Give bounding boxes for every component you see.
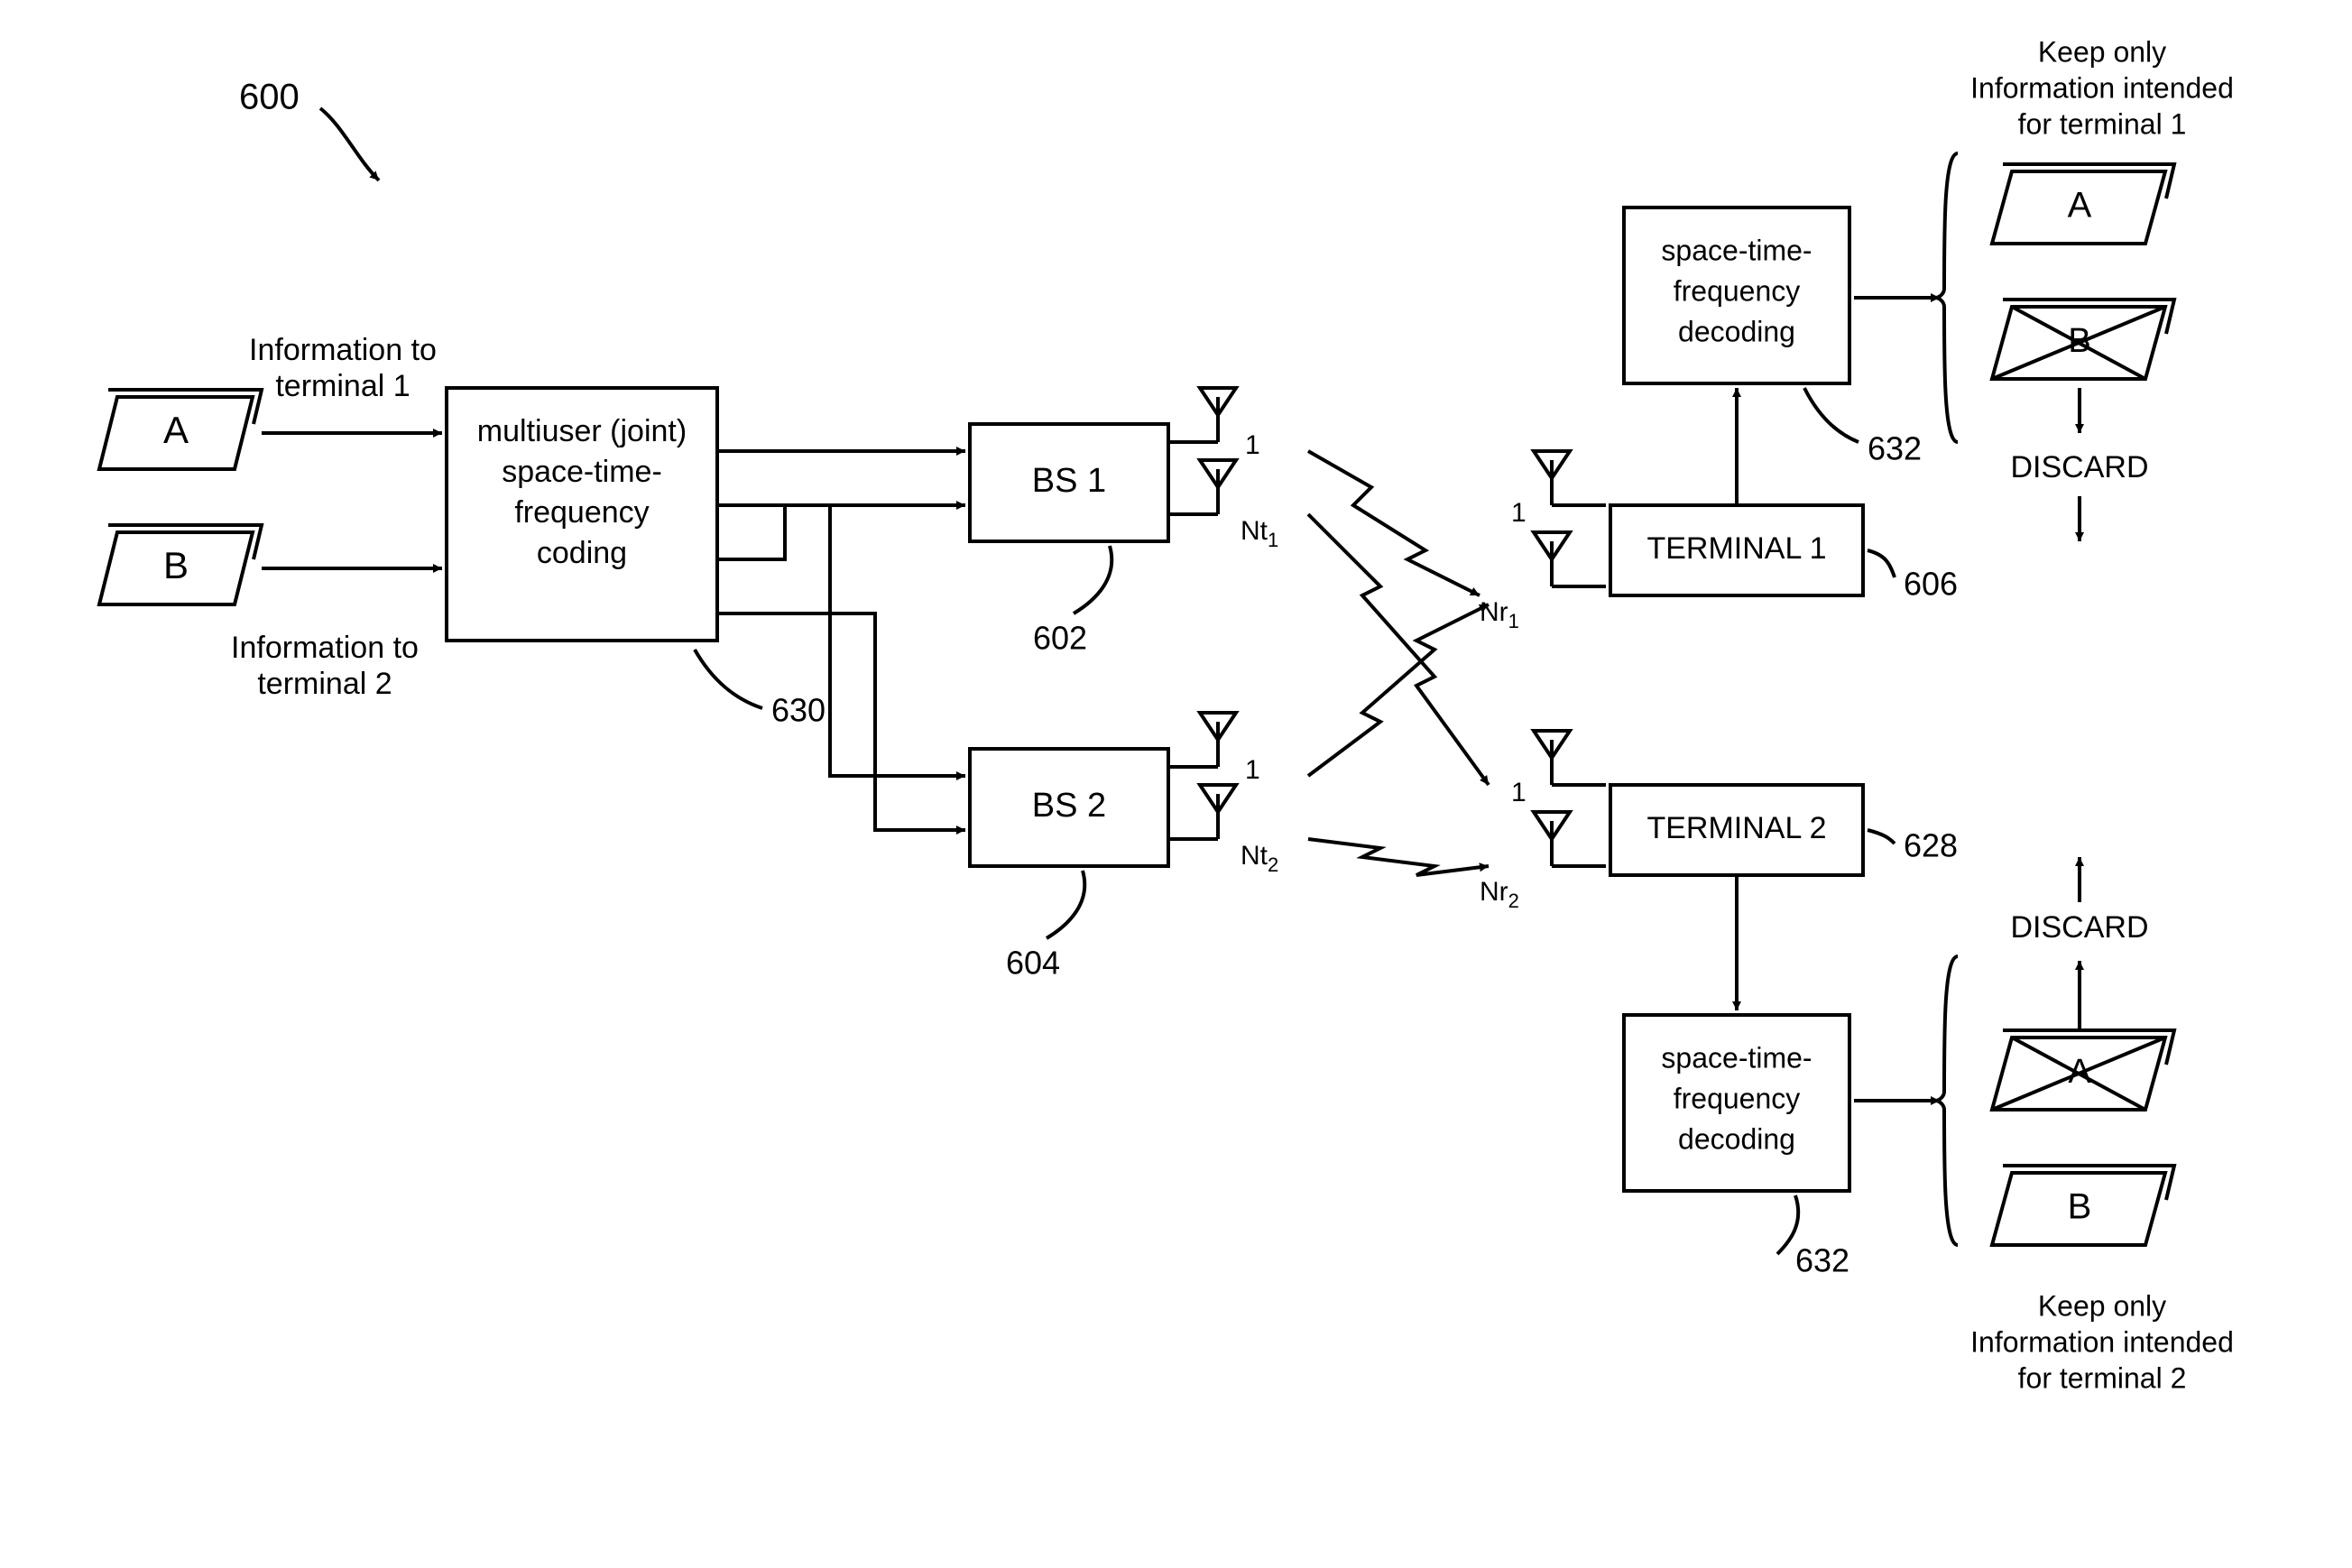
dec2-l1: space-time- xyxy=(1661,1041,1812,1074)
term2-antenna-bottom xyxy=(1534,812,1606,866)
term1-ref: 606 xyxy=(1904,566,1958,603)
bs1-antenna-top xyxy=(1200,388,1236,442)
dec2-l2: frequency xyxy=(1674,1082,1801,1114)
term2-ant-top-label: 1 xyxy=(1511,778,1526,807)
encoder-ref: 630 xyxy=(771,692,826,729)
dec2-l3: decoding xyxy=(1678,1122,1795,1155)
decoder2-box: space-time- frequency decoding xyxy=(1624,1015,1849,1191)
term2-ref: 628 xyxy=(1904,827,1958,864)
out1-a-card: A xyxy=(1992,164,2174,244)
bs1-ant-bottom-label: Nt1 xyxy=(1241,516,1278,551)
encoder-l3: frequency xyxy=(514,495,649,530)
out2-a-letter: A xyxy=(2068,1053,2091,1091)
encoder-l4: coding xyxy=(537,536,627,570)
bs1-ref: 602 xyxy=(1033,620,1087,657)
term2-antenna-top xyxy=(1534,731,1606,785)
input-b-caption-1: Information to xyxy=(231,631,419,665)
diagram-svg: 600 A Information to terminal 1 B Inform… xyxy=(0,0,2352,1568)
terminal1-box: TERMINAL 1 xyxy=(1610,505,1863,595)
out2-keep-l3: for terminal 2 xyxy=(2018,1361,2187,1394)
out2-b-card: B xyxy=(1992,1166,2174,1245)
bs2-antenna-bottom xyxy=(1200,785,1236,839)
input-b-letter: B xyxy=(163,544,189,586)
out1-b-card: B xyxy=(1992,300,2174,379)
out2-keep-l2: Information intended xyxy=(1970,1325,2234,1358)
wireless-link-icon xyxy=(1308,451,1489,875)
out2-a-card: A xyxy=(1992,1030,2174,1110)
dec1-l3: decoding xyxy=(1678,315,1795,347)
input-a-caption-1: Information to xyxy=(249,333,437,367)
term1-ant-bottom-label: Nr1 xyxy=(1480,597,1519,632)
encoder-l2: space-time- xyxy=(502,455,662,489)
bs2-ref: 604 xyxy=(1006,945,1060,982)
bs1-box: BS 1 xyxy=(970,424,1168,541)
term1-ant-top-label: 1 xyxy=(1511,498,1526,528)
out1-discard: DISCARD xyxy=(2010,450,2148,484)
out2-b-letter: B xyxy=(2068,1187,2092,1227)
term1-antenna-bottom xyxy=(1534,532,1606,586)
bs1-label: BS 1 xyxy=(1032,462,1106,500)
dec1-ref: 632 xyxy=(1868,430,1922,467)
out1-keep-l1: Keep only xyxy=(2038,35,2166,68)
bs2-box: BS 2 xyxy=(970,749,1168,866)
input-b-caption-2: terminal 2 xyxy=(257,667,392,701)
bs2-ant-top-label: 1 xyxy=(1245,755,1260,785)
dec1-l1: space-time- xyxy=(1661,234,1812,266)
term2-label: TERMINAL 2 xyxy=(1646,811,1826,845)
encoder-l1: multiuser (joint) xyxy=(477,414,687,448)
decoder1-box: space-time- frequency decoding xyxy=(1624,208,1849,383)
term1-label: TERMINAL 1 xyxy=(1646,531,1826,566)
out1-keep-l3: for terminal 1 xyxy=(2018,107,2187,140)
bs2-ant-bottom-label: Nt2 xyxy=(1241,841,1278,876)
figure-ref: 600 xyxy=(239,78,300,117)
input-b-card: B xyxy=(99,525,262,604)
input-a-letter: A xyxy=(163,409,189,451)
out1-keep-l2: Information intended xyxy=(1970,71,2234,104)
out1-b-letter: B xyxy=(2068,322,2090,360)
out2-keep-l1: Keep only xyxy=(2038,1289,2166,1322)
term1-antenna-top xyxy=(1534,451,1606,505)
input-a-caption-2: terminal 1 xyxy=(275,369,410,403)
encoder-box: multiuser (joint) space-time- frequency … xyxy=(447,388,717,641)
out1-a-letter: A xyxy=(2068,186,2092,226)
input-a-card: A xyxy=(99,390,262,469)
bs2-antenna-top xyxy=(1200,713,1236,767)
bs2-label: BS 2 xyxy=(1032,787,1106,825)
term2-ant-bottom-label: Nr2 xyxy=(1480,877,1519,912)
bs1-antenna-bottom xyxy=(1200,460,1236,514)
out2-discard: DISCARD xyxy=(2010,910,2148,945)
dec2-ref: 632 xyxy=(1795,1242,1849,1279)
dec1-l2: frequency xyxy=(1674,274,1801,307)
bs1-ant-top-label: 1 xyxy=(1245,430,1260,460)
terminal2-box: TERMINAL 2 xyxy=(1610,785,1863,875)
